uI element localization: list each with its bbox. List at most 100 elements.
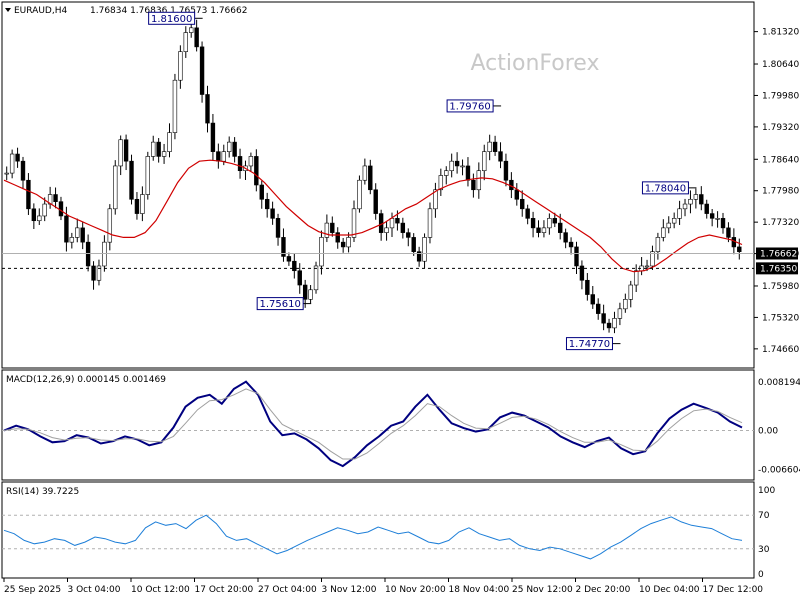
candle-body bbox=[558, 222, 563, 233]
candle-body bbox=[590, 294, 595, 305]
candle-body bbox=[31, 208, 37, 222]
candle-body bbox=[563, 232, 568, 243]
candle-body bbox=[661, 227, 666, 238]
macd-tick-label: 0.008194 bbox=[758, 378, 800, 388]
candle-body bbox=[460, 165, 465, 168]
candle-body bbox=[547, 218, 552, 229]
candle-body bbox=[140, 194, 145, 214]
candle-body bbox=[330, 222, 335, 233]
time-tick-label: 18 Nov 04:00 bbox=[449, 585, 510, 595]
candle-body bbox=[232, 141, 237, 157]
candle-body bbox=[373, 189, 378, 214]
candle-body bbox=[216, 151, 221, 162]
candle-body bbox=[107, 208, 113, 243]
candle-body bbox=[53, 194, 58, 202]
candle-body bbox=[319, 237, 324, 267]
candle-body bbox=[677, 208, 682, 219]
current-price-tag bbox=[756, 247, 798, 260]
price-tick-label: 1.75980 bbox=[762, 282, 799, 292]
rsi-label: RSI(14) 39.7225 bbox=[6, 487, 79, 497]
candle-body bbox=[492, 141, 498, 152]
dropdown-triangle-icon[interactable] bbox=[5, 8, 11, 12]
annotation-label: 1.78040 bbox=[645, 183, 686, 194]
time-tick-label: 27 Oct 04:00 bbox=[258, 585, 317, 595]
candle-body bbox=[633, 270, 639, 286]
candle-body bbox=[183, 32, 188, 52]
candle-body bbox=[720, 218, 726, 229]
candle-body bbox=[259, 184, 264, 200]
macd-signal-line bbox=[3, 388, 743, 460]
symbol-header: EURAUD,H4 bbox=[14, 6, 67, 16]
candle-body bbox=[449, 160, 454, 172]
candle-body bbox=[226, 141, 232, 152]
candle-body bbox=[281, 237, 286, 257]
candle-body bbox=[275, 218, 281, 238]
annotation-label: 1.81600 bbox=[151, 14, 192, 25]
candle-body bbox=[189, 27, 194, 33]
candle-body bbox=[655, 237, 661, 252]
rsi-tick-label: 100 bbox=[758, 486, 775, 496]
rsi-tick-label: 0 bbox=[758, 570, 764, 580]
macd-tick-label: -0.006604 bbox=[758, 466, 800, 476]
candle-body bbox=[37, 215, 42, 222]
candle-body bbox=[292, 260, 297, 272]
annotation-box bbox=[148, 11, 196, 25]
candle-body bbox=[134, 198, 140, 214]
candle-body bbox=[726, 227, 731, 238]
candle-body bbox=[498, 151, 503, 162]
current-price-label: 1.76662 bbox=[760, 249, 797, 259]
candle-body bbox=[357, 179, 362, 210]
candle-body bbox=[482, 151, 487, 172]
candle-body bbox=[595, 303, 601, 314]
candle-body bbox=[671, 218, 677, 224]
candle-body bbox=[85, 241, 91, 267]
candle-body bbox=[20, 160, 26, 181]
candle-body bbox=[433, 189, 438, 210]
candle-body bbox=[688, 198, 693, 205]
candle-body bbox=[606, 322, 612, 329]
time-tick-label: 2 Dec 20:00 bbox=[576, 585, 631, 595]
macd-panel bbox=[1, 369, 755, 481]
candle-body bbox=[15, 153, 20, 162]
candle-body bbox=[346, 237, 351, 248]
candle-body bbox=[520, 198, 525, 210]
price-tick-label: 1.81320 bbox=[762, 28, 799, 38]
candle-body bbox=[221, 151, 226, 162]
candle-body bbox=[568, 241, 574, 248]
annotation-box bbox=[446, 99, 494, 113]
candle-body bbox=[612, 318, 617, 329]
candle-body bbox=[96, 265, 102, 281]
watermark: ActionForex bbox=[471, 51, 600, 76]
candle-body bbox=[525, 208, 530, 219]
candle-body bbox=[406, 232, 411, 238]
candle-body bbox=[389, 218, 395, 229]
candle-body bbox=[9, 153, 15, 174]
price-tick-label: 1.80640 bbox=[762, 60, 799, 70]
candle-body bbox=[113, 165, 118, 210]
rsi-panel bbox=[1, 481, 755, 579]
candle-body bbox=[471, 179, 476, 191]
time-tick-label: 17 Dec 12:00 bbox=[703, 585, 764, 595]
candle-body bbox=[709, 213, 715, 219]
candle-body bbox=[42, 203, 47, 217]
price-tick-label: 1.79980 bbox=[762, 91, 799, 101]
candle-body bbox=[264, 198, 270, 210]
candle-body bbox=[308, 289, 313, 300]
moving-average-line bbox=[3, 159, 743, 273]
candle-body bbox=[422, 237, 427, 262]
candle-body bbox=[514, 189, 520, 200]
candle-body bbox=[530, 218, 536, 229]
candle-body bbox=[362, 165, 368, 181]
candle-body bbox=[465, 165, 471, 181]
price-tick-label: 1.77320 bbox=[762, 218, 799, 228]
rsi-tick-label: 70 bbox=[758, 511, 770, 521]
candle-body bbox=[411, 237, 416, 252]
time-tick-label: 3 Oct 04:00 bbox=[68, 585, 121, 595]
candle-body bbox=[487, 141, 492, 152]
candle-body bbox=[123, 139, 129, 162]
macd-line bbox=[3, 380, 743, 468]
candle-body bbox=[454, 160, 460, 167]
candle-body bbox=[438, 175, 444, 191]
annotation-label: 1.79760 bbox=[449, 101, 490, 112]
candle-body bbox=[444, 170, 449, 176]
